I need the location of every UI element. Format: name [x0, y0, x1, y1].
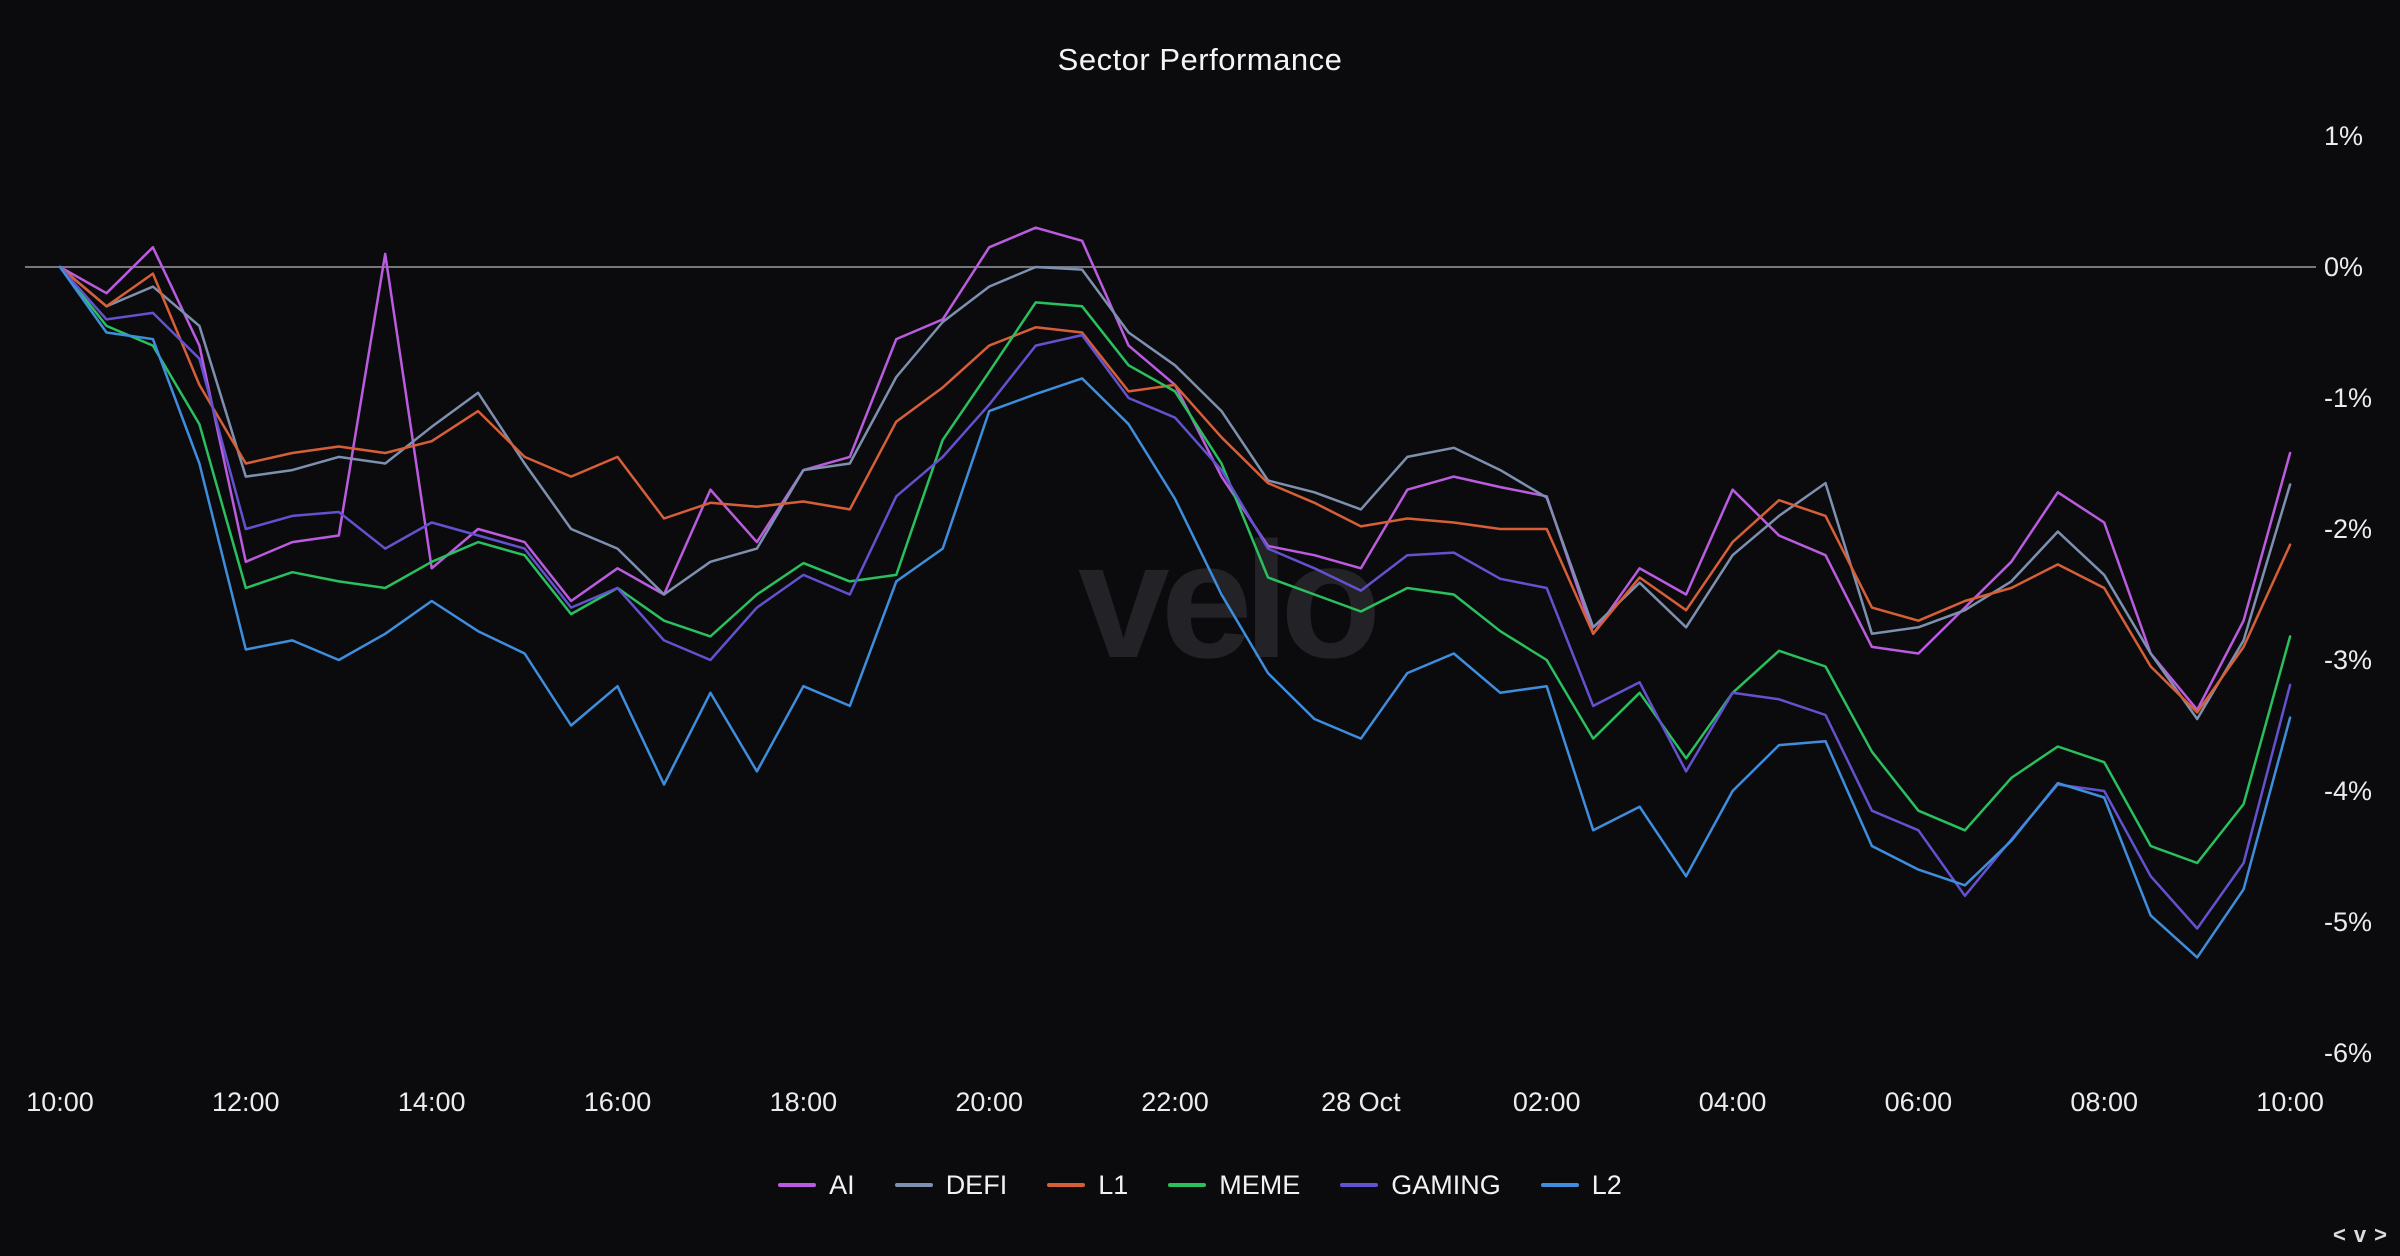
x-axis-labels: 10:00 12:00 14:00 16:00 18:00 20:00 22:00 28 Oc… [26, 1087, 2324, 1117]
legend-label: L1 [1098, 1169, 1129, 1200]
y-axis-tick-label: 1% [2324, 121, 2363, 151]
y-axis-tick-label: -1% [2324, 383, 2372, 413]
x-axis-tick-label: 12:00 [212, 1087, 280, 1117]
pager-prev-icon[interactable]: < [2333, 1222, 2347, 1247]
legend-swatch-icon [1168, 1183, 1207, 1187]
x-axis-tick-label: 16:00 [584, 1087, 652, 1117]
chart-title: Sector Performance [1057, 42, 1343, 77]
x-axis-tick-label: 20:00 [955, 1087, 1023, 1117]
legend-swatch-icon [1540, 1183, 1579, 1187]
legend-swatch-icon [1047, 1183, 1086, 1187]
legend-label: DEFI [945, 1169, 1008, 1200]
x-axis-tick-label: 04:00 [1699, 1087, 1767, 1117]
y-axis-labels: 1% 0% -1% -2% -3% -4% -5% -6% [2324, 121, 2372, 1068]
legend-item-l2[interactable]: L2 [1540, 1169, 1622, 1201]
x-axis-tick-label: 08:00 [2070, 1087, 2138, 1117]
legend-label: GAMING [1391, 1169, 1501, 1200]
legend-swatch-icon [778, 1183, 817, 1187]
legend-label: AI [829, 1169, 855, 1200]
series-line-l2 [58, 265, 2292, 959]
x-axis-tick-label: 28 Oct [1321, 1087, 1401, 1117]
x-axis-tick-label: 18:00 [770, 1087, 838, 1117]
legend-item-meme[interactable]: MEME [1168, 1170, 1300, 1201]
y-axis-tick-label: -4% [2324, 776, 2372, 806]
series-line-l1 [58, 265, 2292, 714]
series-line-ai [58, 226, 2292, 712]
x-axis-tick-label: 14:00 [398, 1087, 466, 1117]
legend-label: MEME [1219, 1169, 1301, 1200]
x-axis-tick-label: 10:00 [26, 1087, 94, 1117]
legend-item-defi[interactable]: DEFI [894, 1169, 1008, 1201]
legend-item-ai[interactable]: AI [778, 1170, 855, 1201]
x-axis-tick-label: 02:00 [1513, 1087, 1581, 1117]
y-axis-tick-label: -3% [2324, 645, 2372, 675]
series-line-meme [58, 265, 2292, 865]
series-line-defi [58, 265, 2292, 721]
x-axis-tick-label: 06:00 [1885, 1087, 1953, 1117]
legend-swatch-icon [1340, 1183, 1379, 1187]
legend-swatch-icon [894, 1183, 933, 1187]
x-axis-tick-label: 10:00 [2256, 1087, 2324, 1117]
chart-pager[interactable]: < v > [2333, 1222, 2388, 1248]
legend-item-l1[interactable]: L1 [1047, 1170, 1128, 1201]
legend-label: L2 [1591, 1169, 1622, 1200]
pager-next-icon[interactable]: > [2374, 1222, 2388, 1247]
legend-item-gaming[interactable]: GAMING [1340, 1170, 1501, 1201]
y-axis-tick-label: 0% [2324, 252, 2363, 282]
pager-collapse-icon[interactable]: v [2353, 1222, 2368, 1247]
x-axis-tick-label: 22:00 [1141, 1087, 1209, 1117]
y-axis-tick-label: -6% [2324, 1038, 2372, 1068]
y-axis-tick-label: -2% [2324, 514, 2372, 544]
y-axis-tick-label: -5% [2324, 907, 2372, 937]
series-line-gaming [58, 265, 2292, 930]
series-lines [58, 226, 2292, 959]
chart-legend: AI DEFI L1 MEME GAMING L2 [0, 1160, 2400, 1210]
